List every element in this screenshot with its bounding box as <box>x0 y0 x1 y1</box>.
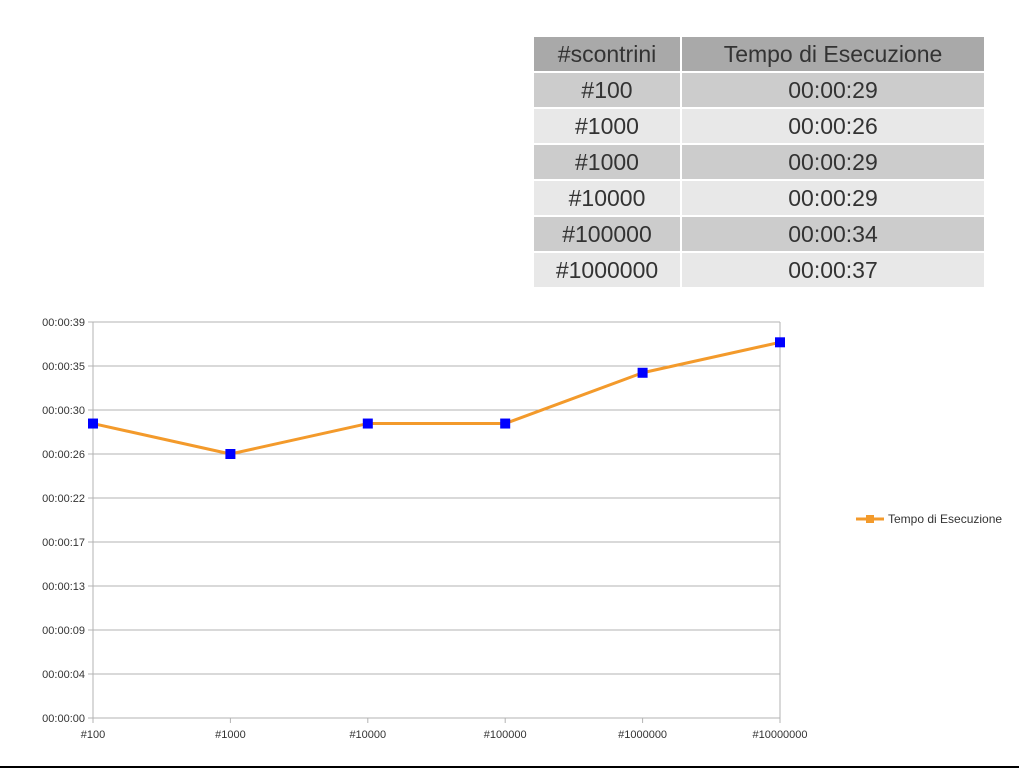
table-cell-scontrini: #1000 <box>534 144 682 181</box>
y-tick-label: 00:00:13 <box>42 581 85 593</box>
table-row: #100000 00:00:34 <box>534 216 984 253</box>
x-tick-label: #1000000 <box>618 729 667 741</box>
series-line <box>92 340 781 456</box>
table-row: #1000 00:00:26 <box>534 108 984 145</box>
table-cell-tempo: 00:00:37 <box>681 252 984 289</box>
data-point-marker <box>88 418 98 429</box>
table-header-row: #scontrini Tempo di Esecuzione <box>534 37 984 73</box>
table-row: #100 00:00:29 <box>534 72 984 109</box>
data-table: #scontrini Tempo di Esecuzione #100 00:0… <box>534 37 984 289</box>
x-tick-label: #100 <box>81 729 105 741</box>
bottom-border-line <box>0 766 1019 768</box>
data-point-marker <box>225 449 236 459</box>
y-tick-label: 00:00:17 <box>42 537 85 549</box>
y-tick-label: 00:00:00 <box>42 713 85 725</box>
table-cell-scontrini: #1000 <box>534 108 682 145</box>
table-cell-scontrini: #1000000 <box>534 252 682 289</box>
table-cell-tempo: 00:00:29 <box>681 144 984 181</box>
y-tick-label: 00:00:35 <box>42 361 85 373</box>
table-cell-tempo: 00:00:26 <box>681 108 984 145</box>
table-cell-scontrini: #100 <box>534 72 682 109</box>
x-tick-label: #10000 <box>349 729 386 741</box>
x-tick-label: #10000000 <box>752 729 807 741</box>
table-row: #1000 00:00:29 <box>534 144 984 181</box>
y-tick-label: 00:00:39 <box>42 317 85 329</box>
x-tick-label: #1000 <box>215 729 246 741</box>
column-header-tempo: Tempo di Esecuzione <box>681 37 984 73</box>
y-tick-label: 00:00:30 <box>42 405 85 417</box>
data-point-marker <box>500 418 511 429</box>
data-point-marker <box>775 337 785 348</box>
y-tick-label: 00:00:26 <box>42 449 85 461</box>
column-header-scontrini: #scontrini <box>534 37 682 73</box>
table-cell-scontrini: #10000 <box>534 180 682 217</box>
table-cell-tempo: 00:00:34 <box>681 216 984 253</box>
table-cell-scontrini: #100000 <box>534 216 682 253</box>
legend-label: Tempo di Esecuzione <box>888 512 1002 526</box>
data-point-marker <box>362 418 373 429</box>
table-row: #10000 00:00:29 <box>534 180 984 217</box>
data-point-marker <box>637 367 648 378</box>
y-tick-label: 00:00:09 <box>42 625 85 637</box>
y-tick-label: 00:00:04 <box>42 669 85 681</box>
table-cell-tempo: 00:00:29 <box>681 180 984 217</box>
table-cell-tempo: 00:00:29 <box>681 72 984 109</box>
x-tick-label: #100000 <box>484 729 527 741</box>
table-row: #1000000 00:00:37 <box>534 252 984 289</box>
legend-marker <box>866 515 874 523</box>
y-tick-label: 00:00:22 <box>42 493 85 505</box>
